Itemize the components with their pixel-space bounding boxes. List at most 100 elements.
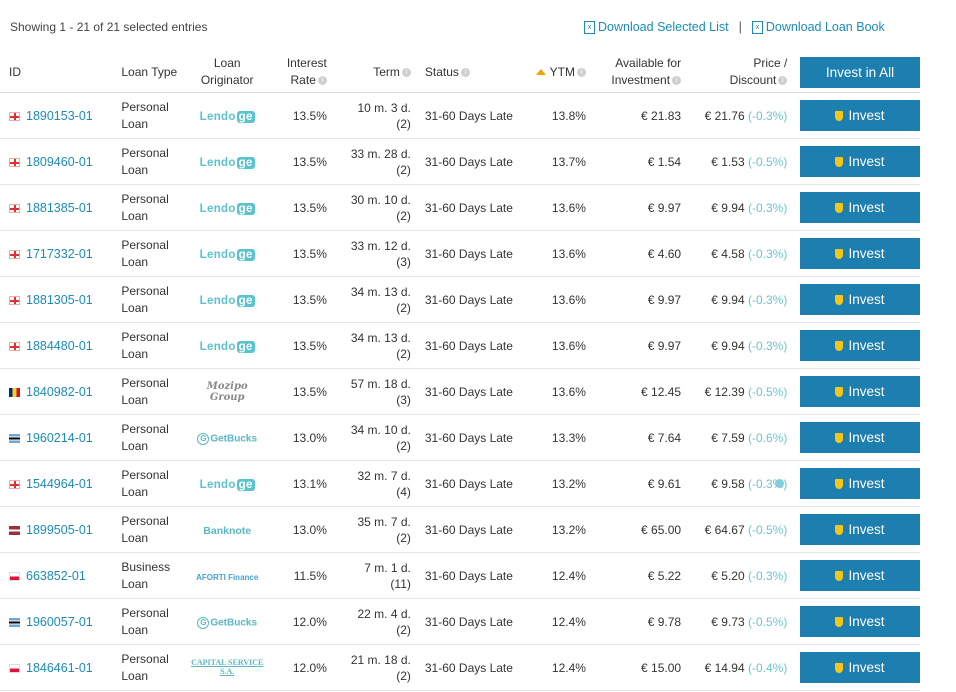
price-cell: € 7.59 (-0.6%) (681, 414, 788, 461)
info-icon[interactable]: i (672, 76, 682, 86)
term-cell: 33 m. 12 d. (3) (326, 230, 411, 277)
invest-button[interactable]: Invest (800, 100, 920, 131)
download-selected-link[interactable]: x Download Selected List (584, 20, 729, 34)
invest-button[interactable]: Invest (800, 560, 920, 591)
lendo-logo: Lendo ge (199, 248, 255, 261)
ytm-cell: 12.4% (531, 552, 586, 599)
invest-button[interactable]: Invest (800, 238, 920, 269)
shield-icon (835, 248, 844, 259)
loan-id-link[interactable]: 1960214-01 (26, 430, 93, 445)
aforti-logo: AFORTI Finance (196, 572, 259, 582)
invest-button[interactable]: Invest (800, 606, 920, 637)
column-status[interactable]: Status i (410, 52, 532, 93)
loan-id-link[interactable]: 1899505-01 (26, 522, 93, 537)
table-row: 1846461-01 Personal Loan CAPITAL SERVICE … (0, 644, 920, 691)
invest-button[interactable]: Invest (800, 422, 920, 453)
column-ytm[interactable]: YTM i (531, 52, 586, 93)
interest-rate-cell: 13.5% (266, 230, 327, 277)
invest-button[interactable]: Invest (800, 468, 920, 499)
loan-id-link[interactable]: 1881385-01 (26, 200, 93, 215)
originator-cell: Mozipo Group (188, 368, 267, 415)
loan-id-link[interactable]: 1717332-01 (26, 246, 93, 261)
shield-icon (835, 110, 844, 121)
available-cell: € 1.54 (585, 138, 682, 185)
column-id[interactable]: ID (0, 52, 116, 93)
term-cell: 33 m. 28 d. (2) (326, 138, 411, 185)
loan-id-cell: 1890153-01 (0, 92, 116, 139)
download-loan-book-link[interactable]: x Download Loan Book (751, 20, 885, 34)
invest-button[interactable]: Invest (800, 192, 920, 223)
download-selected-label: Download Selected List (598, 20, 729, 34)
term-cell: 22 m. 4 d. (2) (326, 598, 411, 645)
lendo-logo: Lendo ge (199, 156, 255, 169)
status-cell: 31-60 Days Late (410, 322, 532, 369)
country-flag-icon (9, 157, 20, 167)
ytm-cell: 13.6% (531, 322, 586, 369)
column-invest-all: Invest in All (787, 52, 920, 93)
loan-id-link[interactable]: 1544964-01 (26, 476, 93, 491)
loan-type-cell: Personal Loan (115, 506, 189, 553)
status-cell: 31-60 Days Late (410, 644, 532, 691)
discount-value: (-0.5%) (748, 384, 788, 399)
loan-id-cell: 1840982-01 (0, 368, 116, 415)
loan-id-cell: 1717332-01 (0, 230, 116, 277)
invest-button[interactable]: Invest (800, 514, 920, 545)
loan-id-link[interactable]: 1890153-01 (26, 108, 93, 123)
download-links: x Download Selected List | x Download Lo… (584, 20, 885, 34)
price-cell: € 9.58 (-0.3%) (681, 460, 788, 507)
column-term[interactable]: Term i (326, 52, 411, 93)
interest-rate-cell: 12.0% (266, 644, 327, 691)
loan-id-link[interactable]: 1846461-01 (26, 660, 93, 675)
status-cell: 31-60 Days Late (410, 414, 532, 461)
country-flag-icon (9, 295, 20, 305)
column-loan-type[interactable]: Loan Type (115, 52, 189, 93)
shield-icon (835, 662, 844, 673)
loan-id-cell: 1884480-01 (0, 322, 116, 369)
country-flag-icon (9, 525, 20, 535)
shield-icon (835, 616, 844, 627)
invest-button[interactable]: Invest (800, 376, 920, 407)
column-interest-rate[interactable]: Interest Rate i (266, 52, 327, 93)
loan-id-link[interactable]: 1881305-01 (26, 292, 93, 307)
invest-button[interactable]: Invest (800, 652, 920, 683)
invest-button[interactable]: Invest (800, 146, 920, 177)
originator-cell: Lendo ge (188, 322, 267, 369)
info-icon[interactable]: i (576, 67, 586, 77)
loan-type-cell: Personal Loan (115, 92, 189, 139)
price-cell: € 9.94 (-0.3%) (681, 184, 788, 231)
column-price-discount[interactable]: Price / Discount i (681, 52, 788, 93)
lendo-logo: Lendo ge (199, 202, 255, 215)
column-originator[interactable]: Loan Originator (188, 52, 267, 93)
loan-id-link[interactable]: 1960057-01 (26, 614, 93, 629)
ytm-cell: 13.6% (531, 276, 586, 323)
capital-logo: CAPITAL SERVICE S.A. (191, 658, 264, 676)
loan-id-link[interactable]: 1840982-01 (26, 384, 93, 399)
status-cell: 31-60 Days Late (410, 230, 532, 277)
lendo-logo: Lendo ge (199, 478, 255, 491)
column-available[interactable]: Available for Investment i (585, 52, 682, 93)
info-icon[interactable]: i (317, 76, 327, 86)
interest-rate-cell: 13.5% (266, 184, 327, 231)
price-cell: € 4.58 (-0.3%) (681, 230, 788, 277)
loan-id-link[interactable]: 1884480-01 (26, 338, 93, 353)
loan-id-link[interactable]: 1809460-01 (26, 154, 93, 169)
invest-cell: Invest (787, 230, 920, 277)
interest-rate-cell: 13.1% (266, 460, 327, 507)
term-cell: 57 m. 18 d. (3) (326, 368, 411, 415)
loan-id-link[interactable]: 663852-01 (26, 568, 86, 583)
info-icon[interactable]: i (401, 68, 411, 78)
invest-cell: Invest (787, 552, 920, 599)
discount-value: (-0.6%) (748, 430, 788, 445)
lendo-logo: Lendo ge (199, 110, 255, 123)
available-cell: € 21.83 (585, 92, 682, 139)
loan-type-cell: Personal Loan (115, 644, 189, 691)
status-cell: 31-60 Days Late (410, 460, 532, 507)
invest-button[interactable]: Invest (800, 330, 920, 361)
invest-in-all-button[interactable]: Invest in All (800, 56, 920, 88)
interest-rate-cell: 13.0% (266, 414, 327, 461)
table-row: 1717332-01 Personal Loan Lendo ge 13.5% 33… (0, 230, 920, 277)
available-cell: € 9.97 (585, 184, 682, 231)
invest-button[interactable]: Invest (800, 284, 920, 315)
info-icon[interactable]: i (460, 67, 470, 77)
info-icon[interactable]: i (778, 76, 788, 86)
